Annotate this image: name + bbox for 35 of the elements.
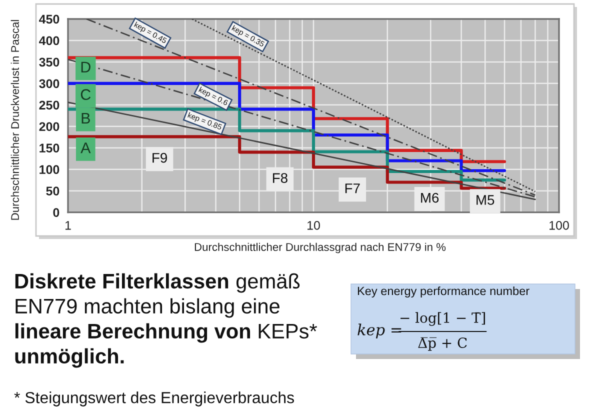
y-tick-label: 400 [39, 36, 60, 46]
text: EN779 machten bislang eine [16, 298, 280, 318]
text: unmöglich. [15, 348, 124, 368]
text: lineare Berechnung von [15, 323, 250, 343]
y-tick-label: 250 [39, 100, 60, 110]
y-tick-label: 150 [40, 144, 60, 153]
annotation: D [81, 62, 90, 72]
annotation: M5 [476, 195, 494, 205]
y-tick-label: 50 [46, 186, 60, 196]
y-tick-label: 300 [39, 79, 60, 88]
y-tick-label: 350 [39, 58, 60, 67]
y-tick-label: 100 [40, 165, 60, 174]
annotation: F9 [152, 152, 167, 163]
x-tick-label: 100 [550, 220, 569, 230]
y-tick-label: 200 [39, 122, 60, 132]
text: gemäß [236, 273, 300, 293]
annotation: C [80, 89, 91, 100]
annotation: F7 [345, 184, 360, 194]
text: * Steigungswert des Energieverbrauchs [14, 392, 294, 406]
annotation: M6 [421, 192, 439, 203]
annotation: B [82, 112, 90, 124]
annotation: F8 [272, 173, 288, 183]
text: − log[1 − T̄] [400, 312, 486, 326]
text: Key energy performance number [358, 286, 530, 298]
text: Diskrete Filterklassen [15, 273, 228, 289]
x-tick-label: 1 [65, 221, 71, 230]
annotation: A [80, 142, 91, 154]
y-axis-title: Durchschnittlicher Druckverlust in Pascal [10, 20, 19, 220]
x-tick-label: 10 [308, 220, 320, 230]
y-tick-label: 450 [39, 14, 60, 24]
y-tick-label: 0 [53, 208, 60, 217]
text: kep = [358, 324, 402, 338]
x-axis-title: Durchschnittlicher Durchlassgrad nach EN779 in % [194, 242, 446, 254]
text: Δ̅p̅ + C [418, 337, 467, 351]
text: KEPs* [258, 324, 318, 339]
